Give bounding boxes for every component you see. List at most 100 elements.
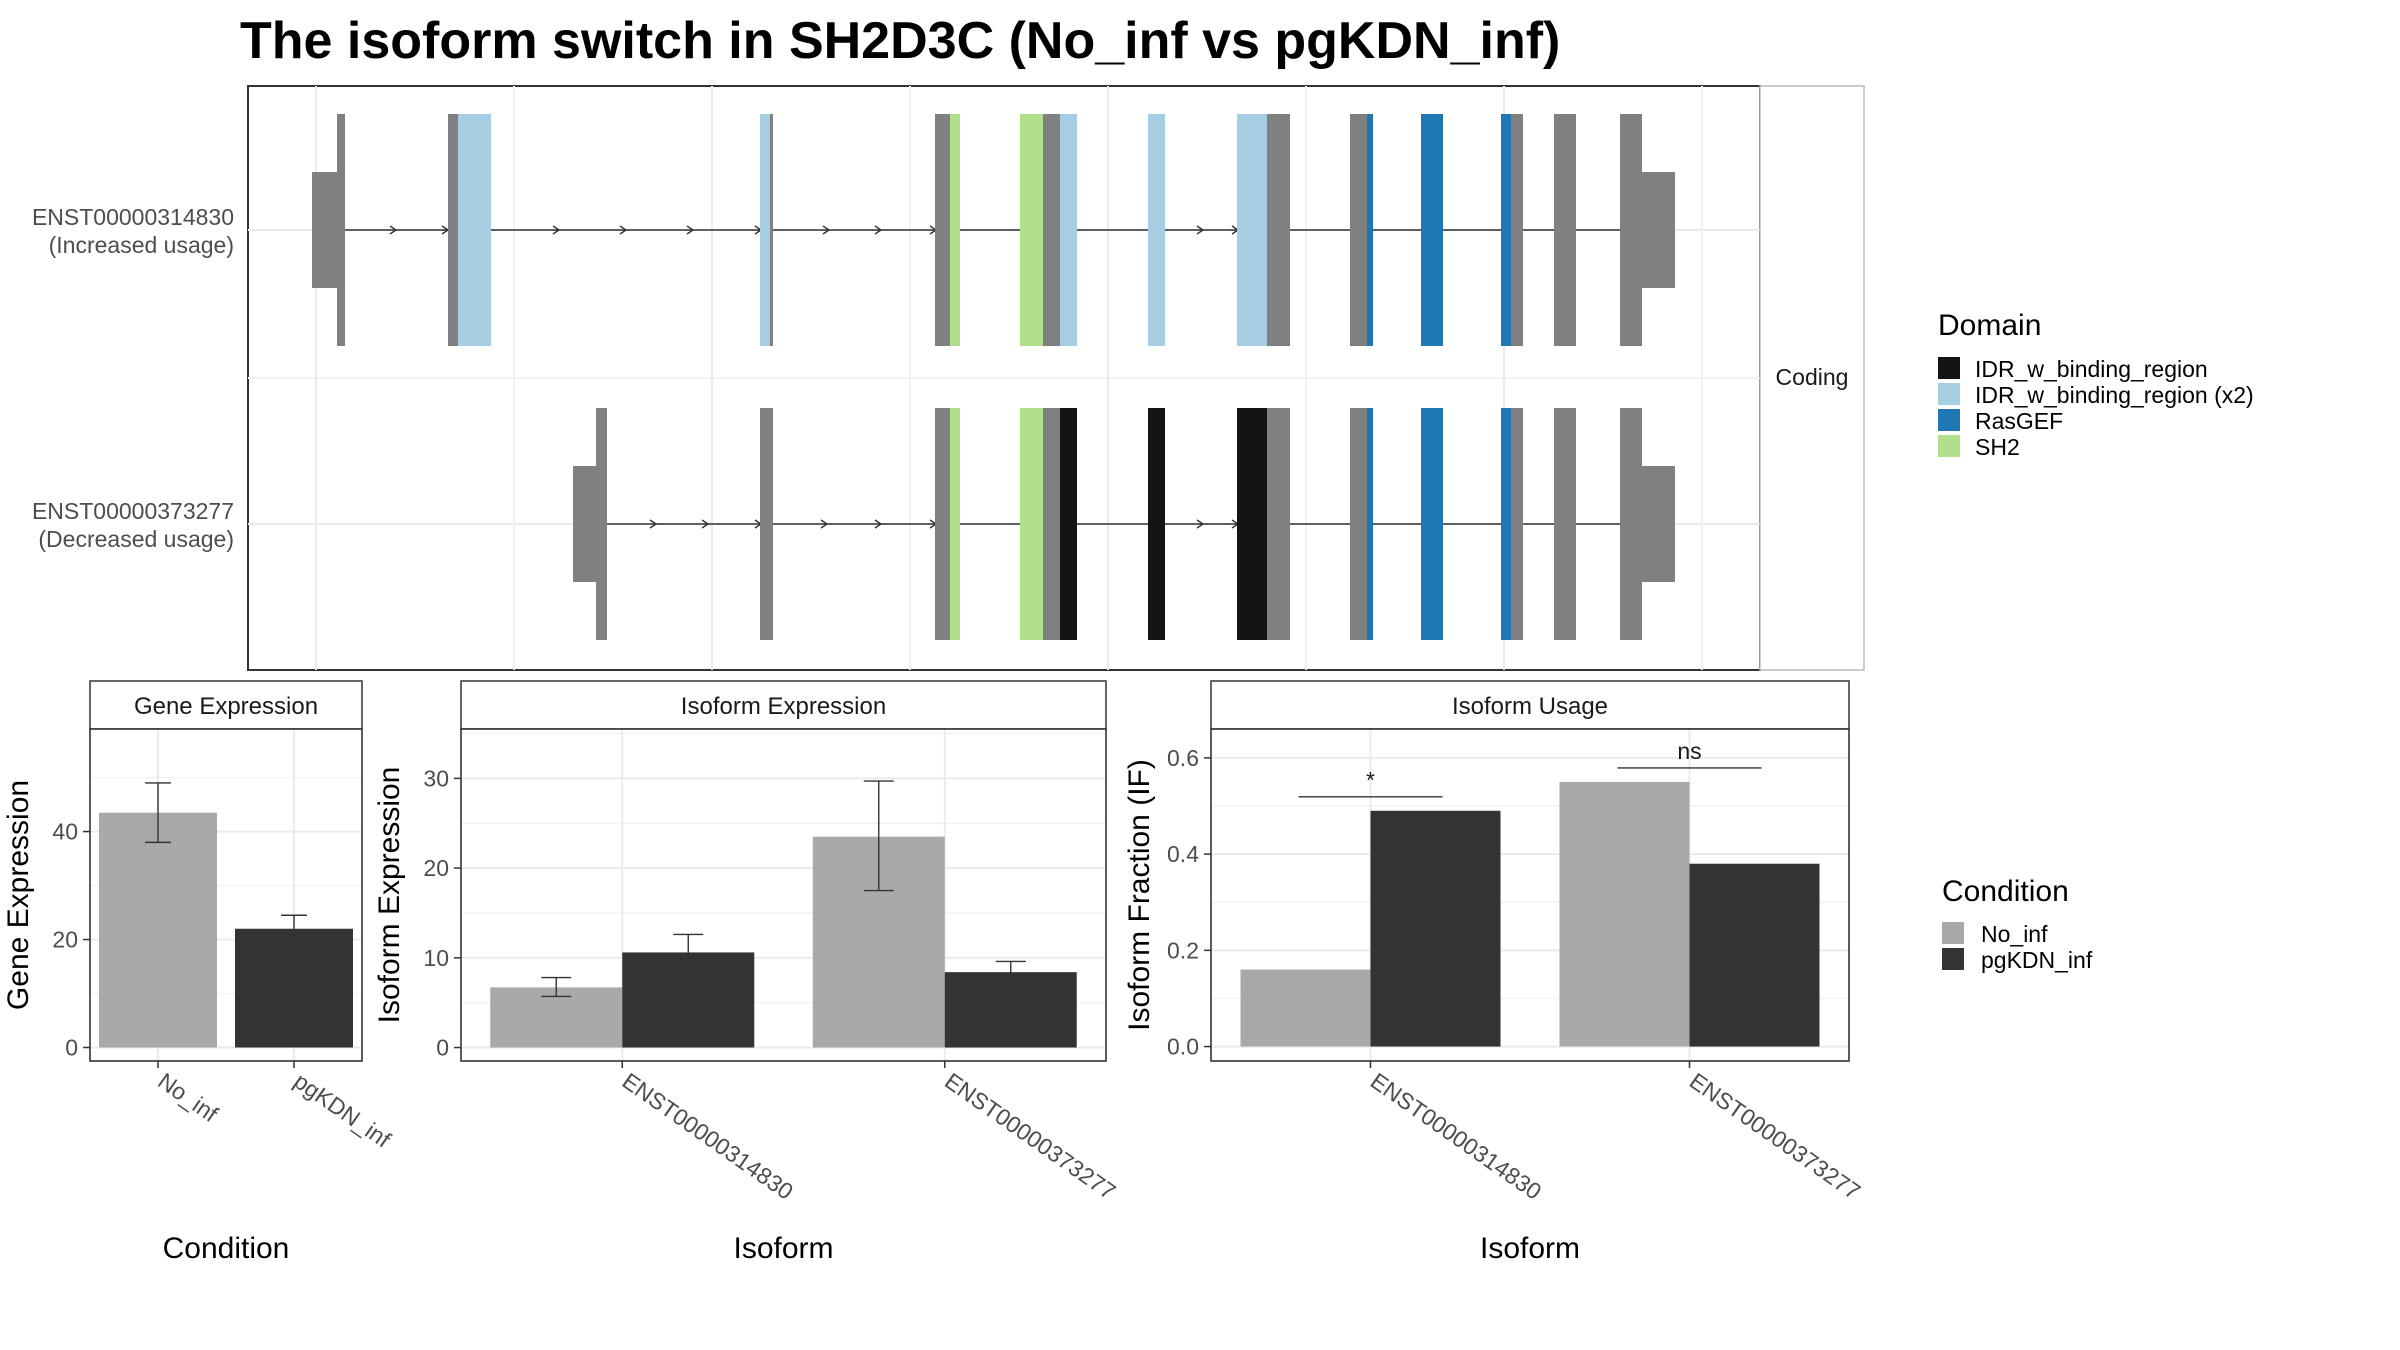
structure-panel: Coding ENST00000314830 (Increased usage)…	[32, 85, 1865, 671]
bar	[1559, 781, 1690, 1047]
y-tick-label: 20	[423, 855, 449, 881]
significance-label: ns	[1677, 738, 1701, 764]
figure-title: The isoform switch in SH2D3C (No_inf vs …	[240, 12, 1560, 70]
coding-exon	[1043, 114, 1060, 346]
coding-exon	[1501, 408, 1511, 640]
coding-exon	[1148, 408, 1165, 640]
coding-exon	[1148, 114, 1165, 346]
intron-arrow	[822, 225, 831, 235]
y-tick-label: 30	[423, 765, 449, 791]
x-axis-title: Condition	[163, 1232, 290, 1265]
legend-label-no-inf: No_inf	[1981, 921, 2048, 947]
coding-exon	[1275, 114, 1290, 346]
domain-legend: Domain IDR_w_binding_region IDR_w_bindin…	[1938, 309, 2254, 460]
utr-exon	[1642, 172, 1675, 288]
bar	[1370, 810, 1501, 1047]
legend-label-rasgef: RasGEF	[1975, 408, 2063, 434]
legend-swatch-pgkdn-inf	[1942, 948, 1964, 970]
coding-exon	[1267, 114, 1275, 346]
y-tick-label: 0.6	[1167, 745, 1199, 771]
coding-exon	[1020, 114, 1043, 346]
condition-legend-title: Condition	[1942, 875, 2069, 908]
utr-exon	[312, 172, 337, 288]
panel-border	[89, 728, 363, 1062]
utr-exon	[573, 466, 596, 582]
y-tick-label: 0.4	[1167, 841, 1199, 867]
coding-exon	[770, 114, 773, 346]
bar	[944, 972, 1077, 1048]
y-tick-label: 20	[52, 927, 78, 953]
coding-exon	[1554, 114, 1576, 346]
bar	[490, 987, 623, 1048]
coding-exon	[1060, 408, 1077, 640]
bar	[235, 928, 353, 1048]
y-tick-label: 10	[423, 945, 449, 971]
coding-exon	[1511, 114, 1523, 346]
isoform-1-usage-label: (Increased usage)	[49, 232, 234, 258]
condition-legend: Condition No_inf pgKDN_inf	[1942, 875, 2093, 973]
isoform-2-id-label: ENST00000373277	[32, 498, 234, 524]
coding-exon	[1350, 114, 1367, 346]
x-tick-label: ENST00000373277	[1685, 1068, 1865, 1205]
coding-exon	[1367, 114, 1373, 346]
coding-exon	[458, 114, 491, 346]
domain-legend-title: Domain	[1938, 309, 2041, 342]
panel-strip-title: Isoform Usage	[1452, 693, 1608, 720]
coding-exon	[1367, 408, 1373, 640]
y-tick-label: 0	[65, 1035, 78, 1061]
panel-strip-title: Gene Expression	[134, 693, 318, 720]
coding-exon	[950, 408, 960, 640]
coding-exon	[1275, 408, 1290, 640]
intron-arrow	[619, 225, 628, 235]
legend-label-idr: IDR_w_binding_region	[1975, 356, 2208, 382]
y-axis-title: Isoform Expression	[373, 767, 406, 1024]
coding-exon	[1350, 408, 1367, 640]
y-tick-label: 0.0	[1167, 1034, 1199, 1060]
coding-exon	[596, 408, 607, 640]
intron-arrow	[552, 225, 561, 235]
coding-exon	[1237, 408, 1267, 640]
intron-arrow	[1196, 519, 1205, 529]
coding-exon	[1237, 114, 1267, 346]
y-axis-title: Gene Expression	[2, 780, 35, 1010]
panel-strip	[89, 680, 363, 730]
coding-exon	[1620, 114, 1642, 346]
panel-strip	[460, 680, 1107, 730]
bar	[99, 812, 217, 1048]
isoform-expression-panel: Isoform Expression 0 10 20 30 ENST00000314830…	[373, 680, 1121, 1265]
intron-arrow	[874, 225, 883, 235]
x-tick-label: pgKDN_inf	[289, 1068, 396, 1153]
legend-swatch-rasgef	[1938, 409, 1960, 431]
coding-exon	[1043, 408, 1060, 640]
coding-exon	[1620, 408, 1642, 640]
coding-exon	[760, 408, 773, 640]
isoform-usage-panel: Isoform Usage 0.0 0.2 0.4 0.6 * ENST0000031483…	[1123, 680, 1865, 1265]
isoform-1-id-label: ENST00000314830	[32, 204, 234, 230]
intron-arrow	[686, 225, 695, 235]
coding-exon	[1421, 408, 1443, 640]
isoform-2-usage-label: (Decreased usage)	[38, 526, 234, 552]
y-tick-label: 0	[436, 1035, 449, 1061]
significance-label: *	[1366, 767, 1375, 793]
x-axis-title: Isoform	[733, 1232, 833, 1265]
coding-exon	[1020, 408, 1043, 640]
panel-strip	[1210, 680, 1850, 730]
coding-exon	[337, 114, 345, 346]
coding-exon	[935, 408, 950, 640]
intron-arrow	[649, 519, 658, 529]
intron-arrow	[1196, 225, 1205, 235]
legend-label-idr-x2: IDR_w_binding_region (x2)	[1975, 382, 2254, 408]
panel-border	[460, 728, 1107, 1062]
intron-arrow	[874, 519, 883, 529]
legend-swatch-idr-x2	[1938, 383, 1960, 405]
bar	[1240, 969, 1371, 1047]
panel-strip-title: Isoform Expression	[681, 693, 886, 720]
coding-exon	[1421, 114, 1443, 346]
y-tick-label: 0.2	[1167, 937, 1199, 963]
bar	[1689, 863, 1820, 1047]
intron-arrow	[701, 519, 710, 529]
legend-label-pgkdn-inf: pgKDN_inf	[1981, 947, 2093, 973]
y-axis-title: Isoform Fraction (IF)	[1123, 759, 1156, 1031]
coding-exon	[935, 114, 950, 346]
